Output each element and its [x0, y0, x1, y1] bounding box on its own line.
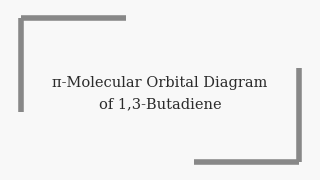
- Text: π-Molecular Orbital Diagram
of 1,3-Butadiene: π-Molecular Orbital Diagram of 1,3-Butad…: [52, 76, 268, 111]
